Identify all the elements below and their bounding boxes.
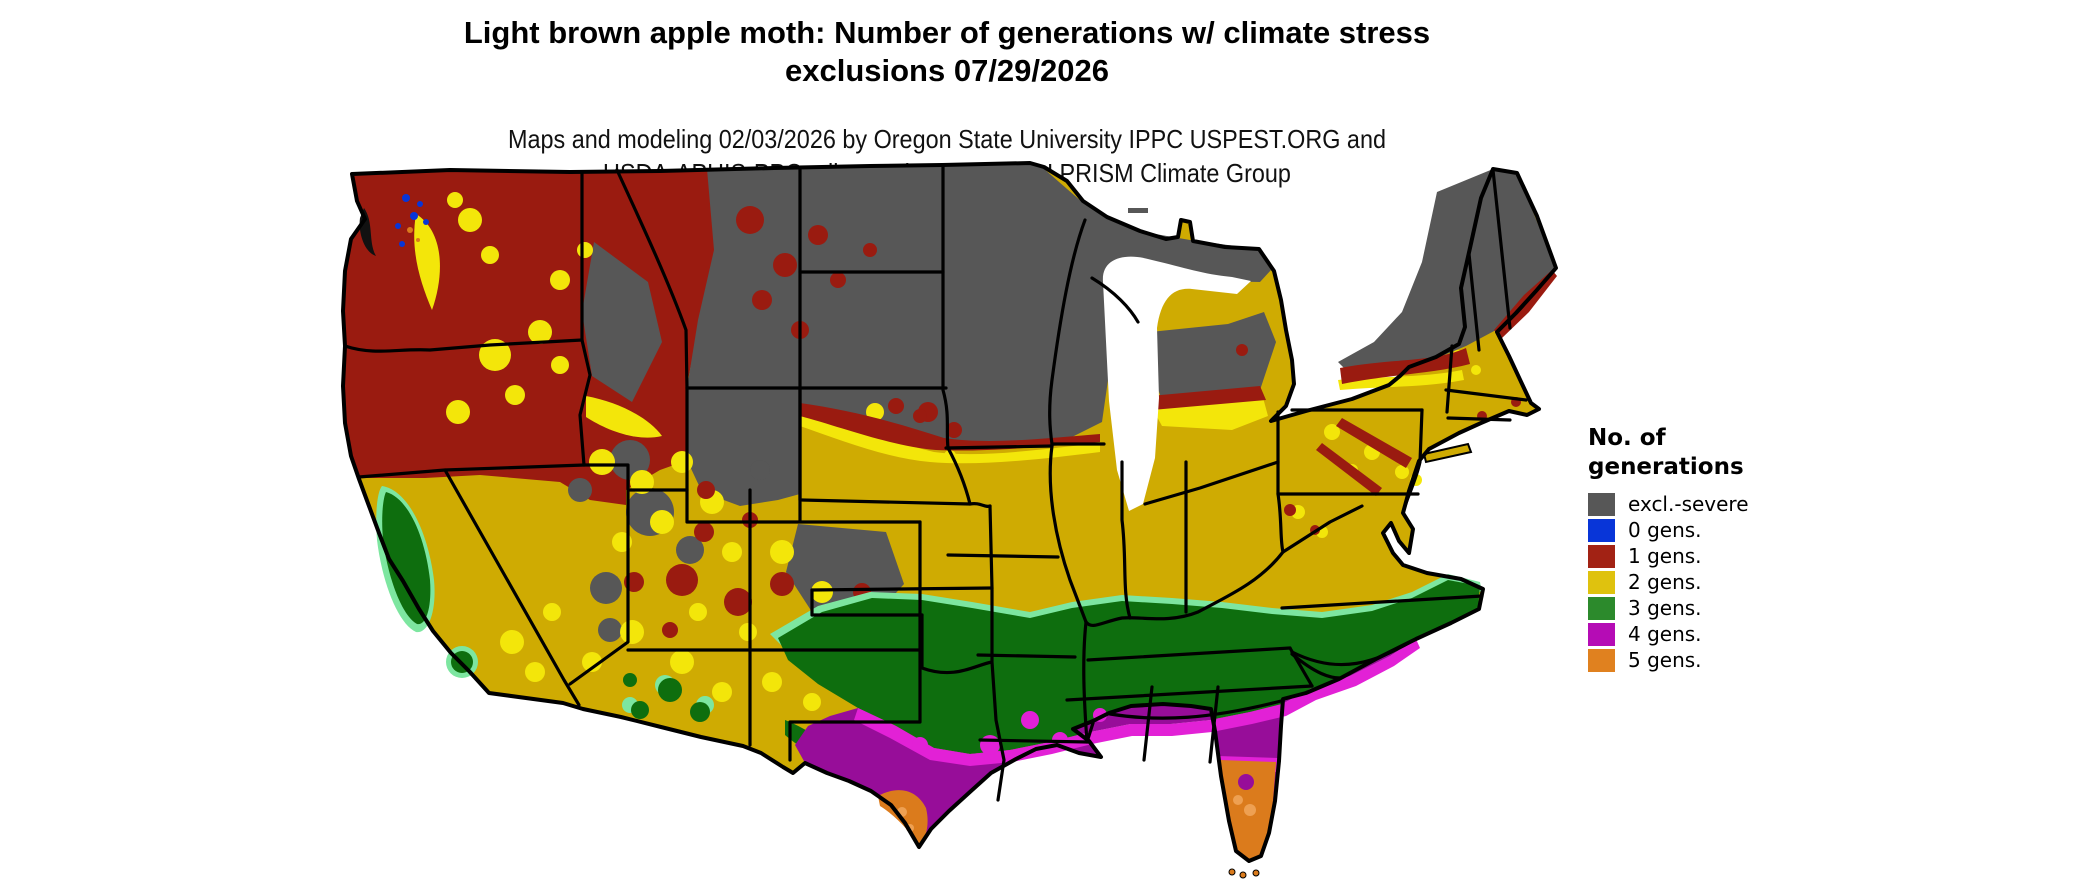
legend-swatch-4-gens — [1588, 622, 1615, 646]
legend-swatch-5-gens — [1588, 648, 1615, 672]
legend-label: 5 gens. — [1628, 648, 1702, 672]
map-region-excl-severe — [568, 164, 1556, 688]
subtitle-line-1: Maps and modeling 02/03/2026 by Oregon S… — [508, 124, 1386, 154]
us-outline-stroke — [341, 161, 1558, 863]
legend-item-0-gens: 0 gens. — [1588, 517, 1808, 543]
legend-swatch-3-gens — [1588, 596, 1615, 620]
lake-michigan — [1102, 256, 1251, 511]
page-title: Light brown apple moth: Number of genera… — [0, 14, 1894, 90]
legend-item-excl-severe: excl.-severe — [1588, 491, 1808, 517]
legend-label: 2 gens. — [1628, 570, 1702, 594]
legend-item-2-gens: 2 gens. — [1588, 569, 1808, 595]
legend-title: No. of generations — [1588, 424, 1808, 482]
map-region-0gens — [395, 194, 429, 247]
legend-label: 1 gens. — [1628, 544, 1702, 568]
legend-item-1-gens: 1 gens. — [1588, 543, 1808, 569]
long-island — [1422, 442, 1473, 464]
title-line-2: exclusions 07/29/2026 — [784, 53, 1109, 88]
us-generations-map — [330, 160, 1570, 880]
map-region-3gens — [382, 492, 1480, 760]
map-region-2gens-bright — [414, 192, 1481, 711]
map-region-4gens-inlier — [1238, 774, 1254, 790]
legend-swatch-excl-severe — [1588, 492, 1615, 516]
legend: No. of generations excl.-severe 0 gens. … — [1588, 424, 1808, 673]
legend-label: 4 gens. — [1628, 622, 1702, 646]
legend-item-3-gens: 3 gens. — [1588, 595, 1808, 621]
legend-swatch-2-gens — [1588, 570, 1615, 594]
title-line-1: Light brown apple moth: Number of genera… — [463, 15, 1431, 50]
legend-items: excl.-severe 0 gens. 1 gens. 2 gens. 3 g… — [1588, 491, 1808, 673]
legend-item-4-gens: 4 gens. — [1588, 621, 1808, 647]
legend-swatch-0-gens — [1588, 518, 1615, 542]
us-map-svg — [341, 161, 1558, 879]
map-region-1gen-patches — [624, 206, 1557, 668]
legend-title-line-1: No. of — [1588, 425, 1666, 451]
legend-label: 3 gens. — [1628, 596, 1702, 620]
legend-label: 0 gens. — [1628, 518, 1702, 542]
legend-title-line-2: generations — [1588, 454, 1744, 480]
legend-label: excl.-severe — [1628, 492, 1749, 516]
map-speck-orange-wa — [407, 227, 420, 242]
legend-swatch-1-gens — [1588, 544, 1615, 568]
legend-item-5-gens: 5 gens. — [1588, 647, 1808, 673]
